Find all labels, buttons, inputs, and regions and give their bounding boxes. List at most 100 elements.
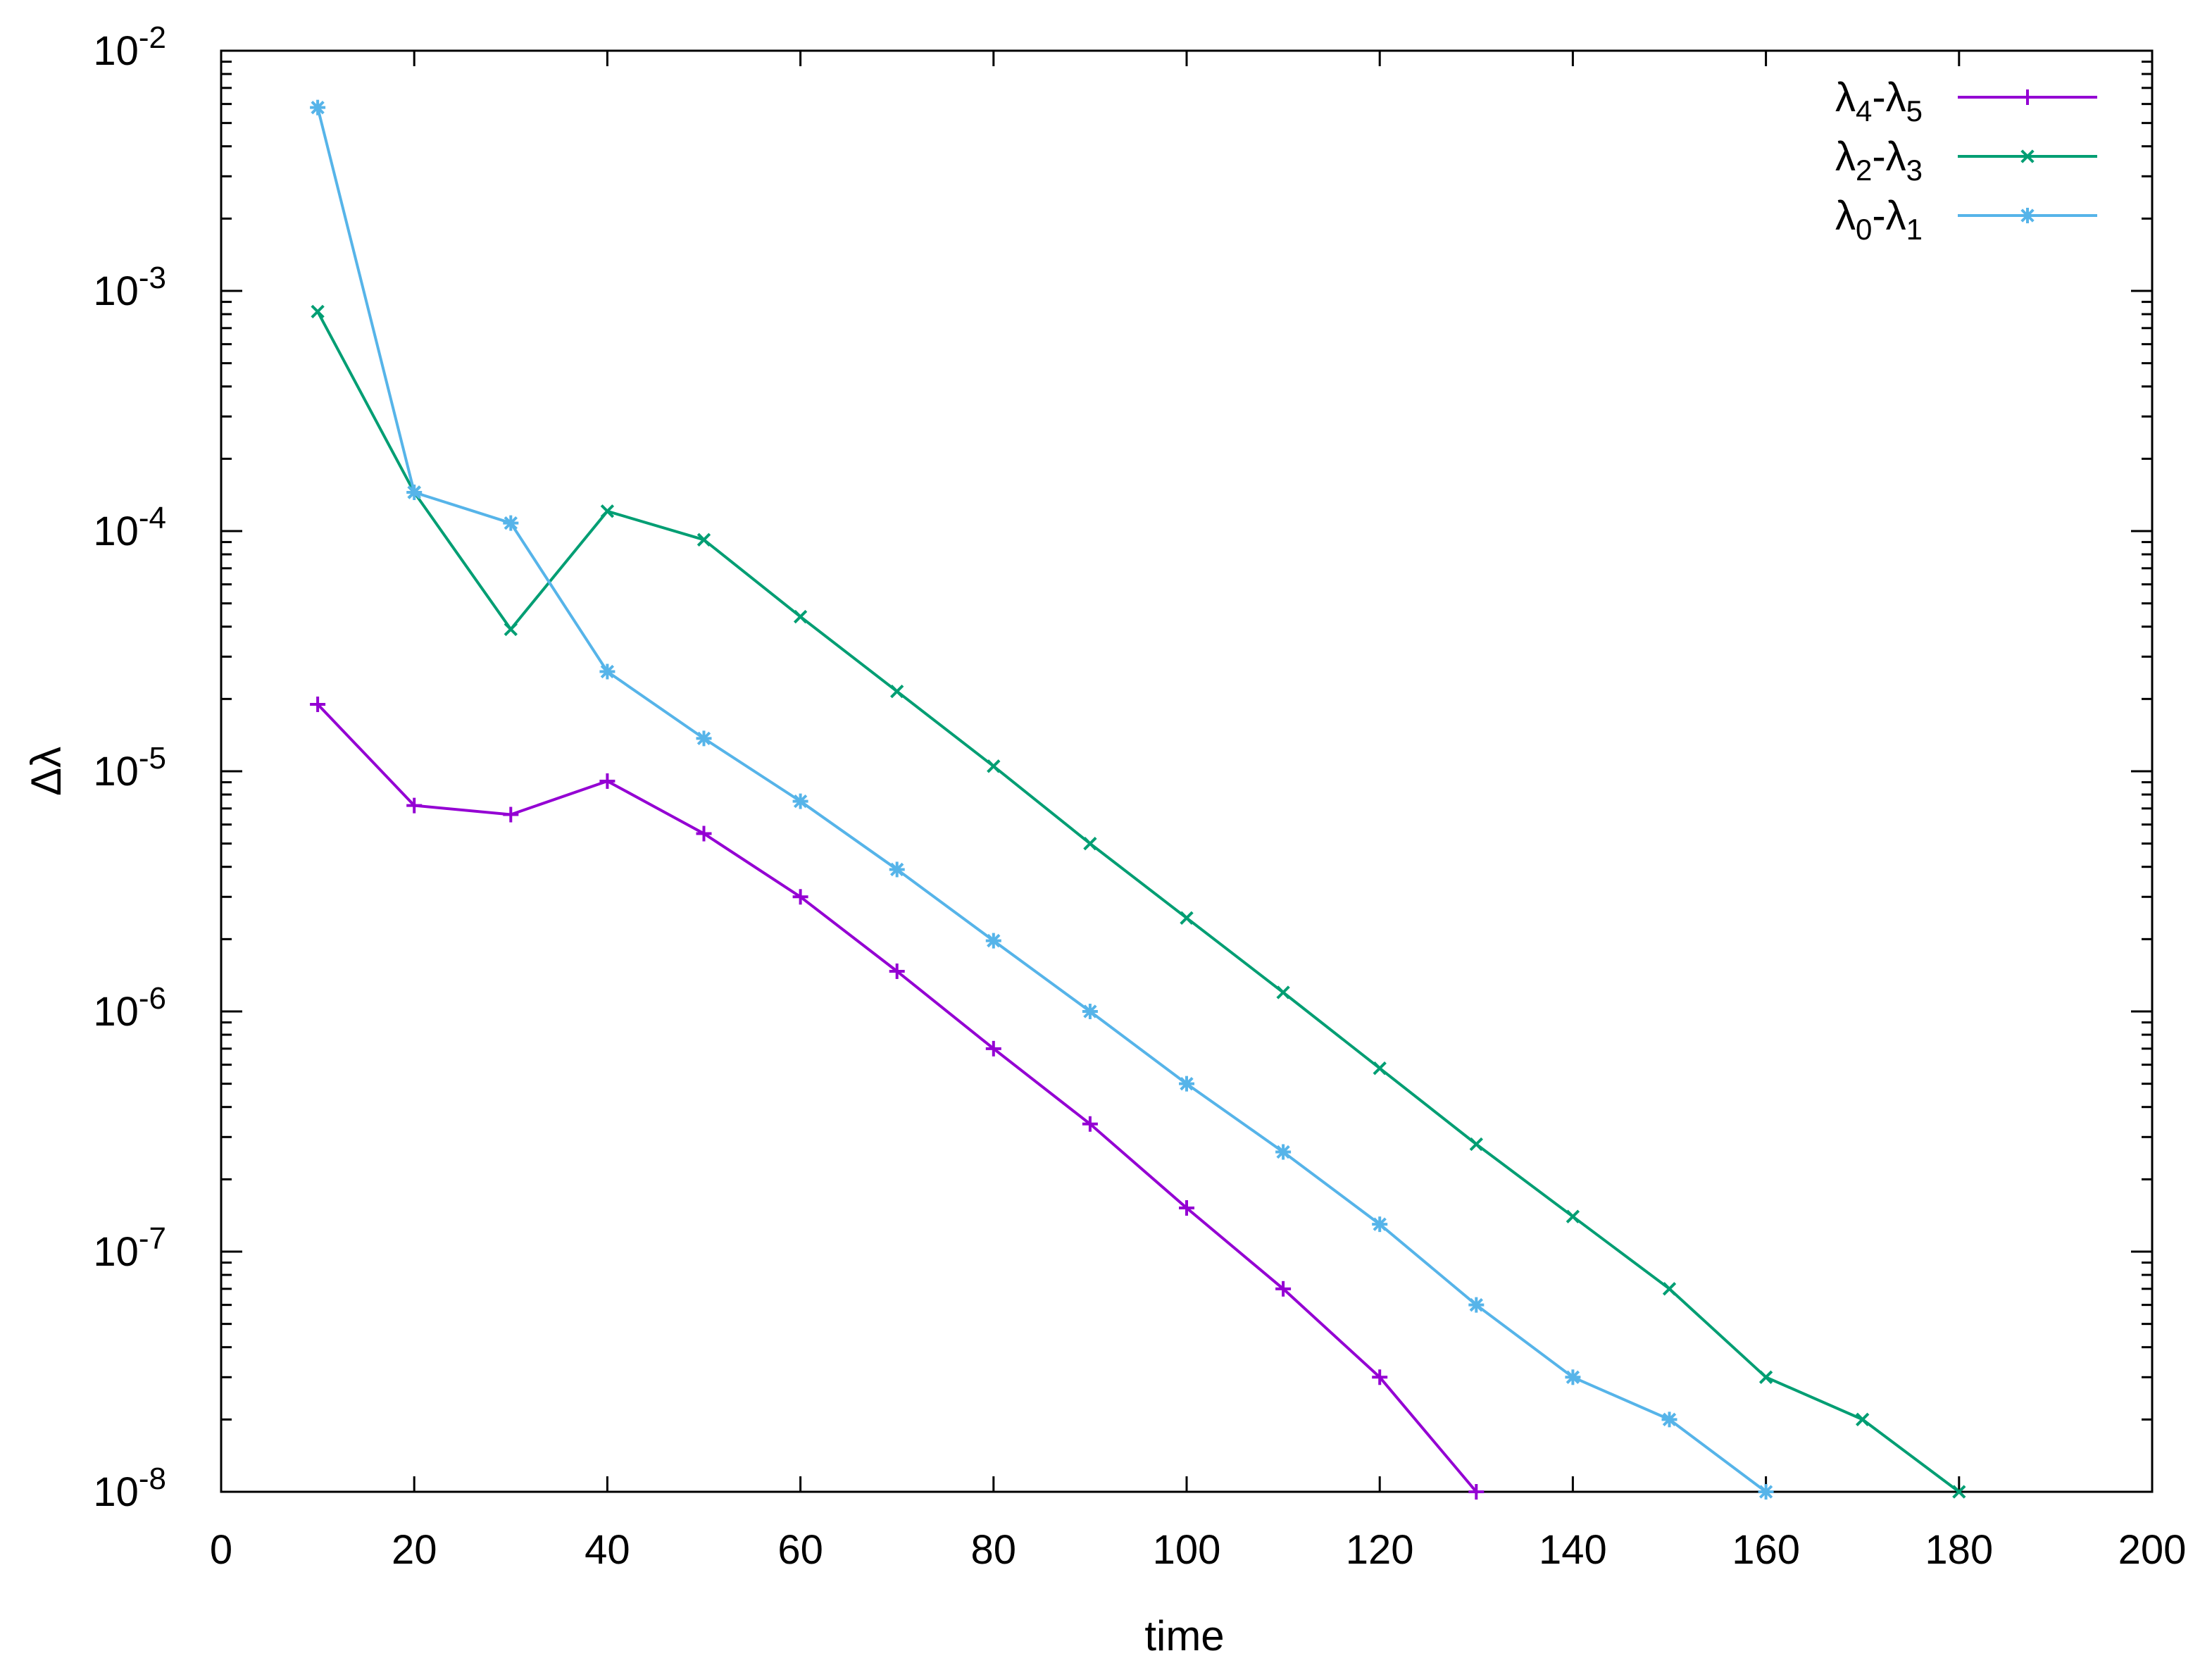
data-point (1952, 1485, 1966, 1499)
data-point (599, 663, 616, 680)
x-tick-label: 40 (585, 1527, 630, 1573)
legend-label-part: - (1872, 193, 1885, 239)
y-tick-exponent: -2 (139, 20, 166, 55)
x-tick-label: 140 (1539, 1527, 1607, 1573)
plot-border (220, 49, 2154, 1493)
data-point (599, 773, 616, 789)
data-point (1661, 1412, 1677, 1428)
data-point (311, 304, 325, 319)
legend-label-part: 5 (1906, 94, 1923, 127)
data-point (1565, 1369, 1581, 1385)
data-point (600, 504, 615, 518)
data-point (1082, 1004, 1098, 1019)
x-tick-label: 20 (392, 1527, 437, 1573)
data-point (406, 484, 423, 500)
data-point (1275, 1144, 1292, 1160)
x-tick-label: 120 (1346, 1527, 1414, 1573)
data-point (310, 99, 326, 116)
legend-label-part: - (1872, 75, 1885, 120)
legend-entry: λ2-λ3 (1835, 134, 2097, 187)
legend-label-part: 4 (1856, 94, 1872, 127)
series-line (316, 703, 1477, 1493)
data-point (1856, 1412, 1870, 1427)
legend-label-part: λ (1835, 75, 1856, 120)
data-point (1758, 1484, 1774, 1500)
data-point (503, 515, 519, 531)
y-tick-label: 10-8 (93, 1462, 166, 1515)
legend-label: λ0-λ1 (1835, 193, 1923, 246)
x-axis: 0 20 40 60 80 100 120 140 160 180 200 (210, 51, 2187, 1573)
legend-label-part: 0 (1856, 213, 1872, 246)
data-point (1469, 1137, 1483, 1152)
series-1 (311, 304, 1966, 1499)
legend-label-part: λ (1886, 75, 1906, 120)
data-point (889, 861, 905, 878)
data-point (793, 609, 808, 624)
data-point (1372, 1369, 1388, 1385)
legend-label-part: 3 (1906, 154, 1923, 187)
series-line (316, 107, 1767, 1493)
legend-label-part: λ (1835, 134, 1856, 180)
legend-label-part: λ (1886, 134, 1906, 180)
y-tick-exponent: -8 (139, 1462, 166, 1496)
y-axis: 10-810-710-610-510-410-310-2 (93, 20, 2152, 1515)
y-tick-base: 10 (93, 509, 139, 554)
data-point (1468, 1297, 1485, 1313)
data-point (1179, 1076, 1194, 1092)
data-point (1276, 985, 1290, 999)
data-point (1566, 1209, 1580, 1223)
data-point (1468, 1484, 1485, 1500)
legend-label-part: 2 (1856, 154, 1872, 187)
x-axis-title: time (1144, 1612, 1224, 1659)
y-tick-label: 10-7 (93, 1221, 166, 1275)
data-point (696, 730, 712, 747)
data-point (890, 684, 904, 699)
x-tick-label: 100 (1153, 1527, 1221, 1573)
data-point (987, 759, 1001, 773)
y-tick-label: 10-2 (93, 20, 166, 74)
y-tick-exponent: -5 (139, 741, 166, 775)
data-point (792, 793, 808, 809)
y-tick-exponent: -7 (139, 1221, 166, 1256)
x-tick-label: 180 (1925, 1527, 1993, 1573)
y-tick-exponent: -3 (139, 261, 166, 295)
y-tick-label: 10-5 (93, 741, 166, 795)
data-point (889, 963, 905, 979)
data-point (1662, 1282, 1677, 1296)
y-tick-base: 10 (93, 28, 139, 74)
series-layer (310, 99, 1966, 1500)
y-tick-exponent: -6 (139, 981, 166, 1016)
series-0 (310, 696, 1485, 1500)
y-axis-title: Δλ (23, 747, 70, 796)
legend-label-part: λ (1886, 193, 1906, 239)
data-point (2020, 89, 2035, 105)
series-2 (310, 99, 1774, 1500)
data-point (1372, 1216, 1388, 1233)
legend-label: λ4-λ5 (1835, 75, 1923, 127)
data-point (1758, 1370, 1773, 1384)
y-tick-label: 10-6 (93, 981, 166, 1035)
data-point (792, 889, 808, 905)
data-point (310, 696, 326, 712)
data-point (503, 806, 519, 823)
x-tick-label: 80 (971, 1527, 1017, 1573)
legend-label: λ2-λ3 (1835, 134, 1923, 187)
x-tick-label: 200 (2118, 1527, 2187, 1573)
legend-label-part: λ (1835, 193, 1856, 239)
y-tick-exponent: -4 (139, 501, 166, 535)
x-tick-label: 0 (210, 1527, 232, 1573)
legend-entry: λ0-λ1 (1835, 193, 2097, 246)
y-tick-label: 10-3 (93, 261, 166, 314)
y-tick-label: 10-4 (93, 501, 166, 554)
data-point (1373, 1061, 1387, 1076)
data-point (2020, 208, 2035, 223)
y-tick-base: 10 (93, 989, 139, 1035)
data-point (1083, 836, 1097, 851)
y-tick-base: 10 (93, 268, 139, 314)
data-point (2020, 149, 2035, 163)
data-point (406, 797, 423, 814)
data-point (696, 825, 712, 842)
series-line (316, 311, 1960, 1493)
